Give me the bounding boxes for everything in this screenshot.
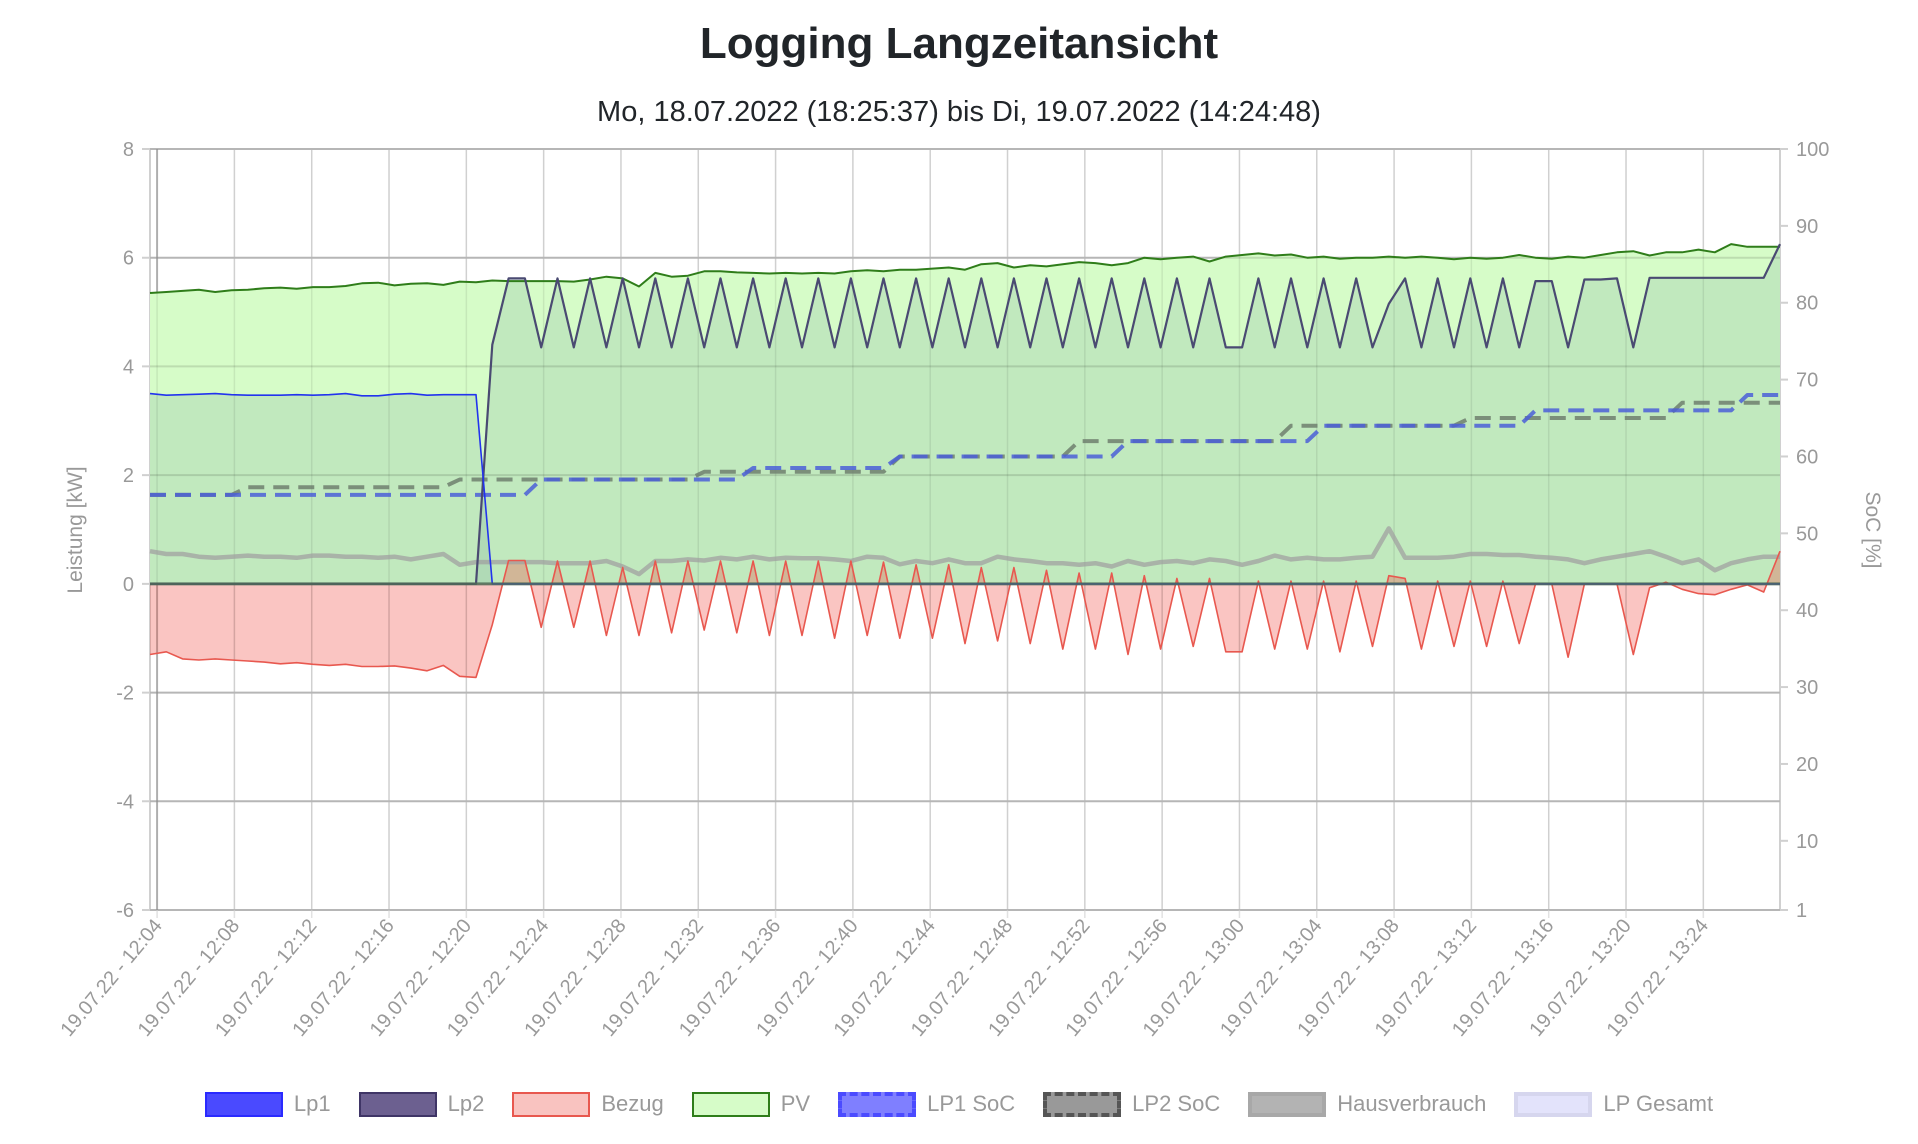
lp2-area bbox=[150, 244, 1780, 584]
legend-label: Lp1 bbox=[293, 1091, 331, 1116]
legend-label: LP1 SoC bbox=[927, 1091, 1016, 1116]
y-tick-label-right: 60 bbox=[1796, 446, 1818, 468]
legend-label: Bezug bbox=[601, 1091, 664, 1116]
y-tick-label-left: -2 bbox=[116, 683, 134, 705]
y-tick-label-right: 20 bbox=[1796, 754, 1818, 776]
legend-label: LP Gesamt bbox=[1603, 1091, 1714, 1116]
legend-swatch bbox=[204, 1091, 283, 1117]
legend-swatch bbox=[1043, 1091, 1122, 1117]
y-axis-right: 100 90 80 70 60 50 40 30 20 10 1 bbox=[1780, 139, 1829, 922]
y-tick-label-right: 90 bbox=[1796, 216, 1818, 238]
legend-label: Lp2 bbox=[447, 1091, 485, 1116]
legend-item-hausverbrauch[interactable]: Hausverbrauch bbox=[1248, 1091, 1486, 1117]
legend-item-lp1-soc[interactable]: LP1 SoC bbox=[838, 1091, 1015, 1117]
y-tick-label-right: 80 bbox=[1796, 293, 1818, 315]
legend: Lp1 Lp2 Bezug PV LP1 SoC LP2 SoC Hausverbrauch… bbox=[0, 1091, 1918, 1117]
legend-item-lp1[interactable]: Lp1 bbox=[204, 1091, 331, 1117]
chart-title: Logging Langzeitansicht bbox=[700, 19, 1219, 68]
y-tick-label-right: 50 bbox=[1796, 523, 1818, 545]
y-tick-label-left: 8 bbox=[123, 139, 134, 161]
pv-line bbox=[149, 243, 1780, 294]
y-tick-label-right: 40 bbox=[1796, 600, 1818, 622]
y-tick-label-left: 6 bbox=[123, 248, 134, 270]
legend-swatch bbox=[358, 1091, 437, 1117]
y-tick-label-right: 70 bbox=[1796, 370, 1818, 392]
y-tick-label-right: 1 bbox=[1796, 900, 1807, 922]
legend-item-pv[interactable]: PV bbox=[691, 1091, 811, 1117]
legend-item-lp-gesamt[interactable]: LP Gesamt bbox=[1514, 1091, 1713, 1117]
legend-item-lp2-soc[interactable]: LP2 SoC bbox=[1043, 1091, 1220, 1117]
y-tick-label-left: -6 bbox=[116, 900, 134, 922]
legend-item-lp2[interactable]: Lp2 bbox=[358, 1091, 485, 1117]
y-axis-left-title: Leistung [kW] bbox=[64, 466, 87, 593]
legend-swatch bbox=[512, 1091, 591, 1117]
legend-label: PV bbox=[780, 1091, 811, 1116]
y-tick-label-left: 4 bbox=[123, 356, 134, 378]
chart-subtitle: Mo, 18.07.2022 (18:25:37) bis Di, 19.07.… bbox=[597, 96, 1321, 128]
y-axis-right-title: SoC [%] bbox=[1861, 491, 1884, 568]
legend-label: LP2 SoC bbox=[1132, 1091, 1221, 1116]
legend-item-bezug[interactable]: Bezug bbox=[512, 1091, 664, 1117]
legend-label: Hausverbrauch bbox=[1337, 1091, 1487, 1116]
legend-swatch bbox=[838, 1091, 917, 1117]
legend-swatch bbox=[1248, 1091, 1327, 1117]
legend-swatch bbox=[1514, 1091, 1593, 1117]
y-tick-label-right: 10 bbox=[1796, 831, 1818, 853]
pv-area bbox=[150, 244, 1780, 584]
hausverbrauch-line bbox=[149, 526, 1780, 577]
series-fills bbox=[150, 244, 1780, 678]
y-tick-label-left: 2 bbox=[123, 465, 134, 487]
bezug-line bbox=[149, 550, 1781, 679]
y-tick-label-right: 30 bbox=[1796, 677, 1818, 699]
series-lines bbox=[149, 243, 1781, 679]
y-tick-label-right: 100 bbox=[1796, 139, 1829, 161]
legend-swatch bbox=[691, 1091, 770, 1117]
lp1-area bbox=[150, 393, 1780, 584]
y-tick-label-left: -4 bbox=[116, 791, 134, 813]
y-axis-left: 8 6 4 2 0 -2 -4 -6 bbox=[116, 139, 134, 922]
y-tick-label-left: 0 bbox=[123, 574, 134, 596]
lp1-soc-line bbox=[150, 393, 1780, 497]
